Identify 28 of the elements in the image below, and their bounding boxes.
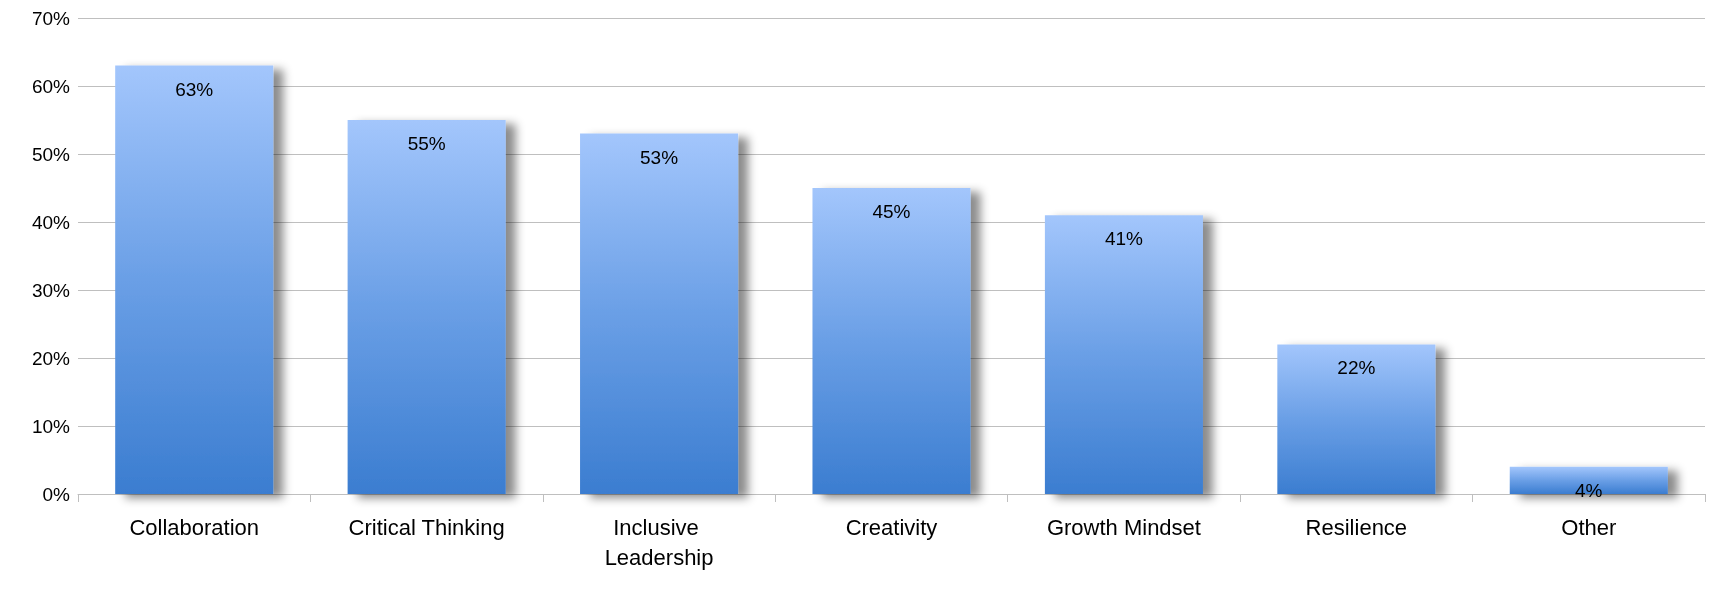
bar [1277,344,1436,494]
data-label: 4% [1575,479,1603,501]
bar [580,133,739,494]
bar [115,65,274,494]
data-label: 55% [407,133,446,154]
y-tick-label: 60% [31,75,71,97]
x-tick-label: Collaboration [129,514,260,540]
y-tick-label: 40% [31,211,71,233]
y-tick-label: 0% [42,483,71,505]
y-tick-label: 50% [31,143,71,165]
x-tick-label: Other [1561,514,1617,540]
y-tick-label: 70% [31,7,71,29]
x-tick-label: Critical Thinking [348,514,505,540]
data-label: 22% [1337,357,1376,379]
data-label: 45% [872,201,911,222]
bar [1044,215,1203,494]
data-label: 53% [640,146,679,168]
bar [347,120,506,494]
x-tick-label: Resilience [1305,514,1408,540]
x-tick-label: Growth Mindset [1046,514,1201,540]
x-tick-label: Inclusive Leadership [604,514,714,570]
y-tick-label: 10% [31,415,71,437]
bar [812,188,971,494]
data-label: 41% [1104,228,1144,250]
y-tick-label: 20% [31,347,71,369]
data-label: 63% [175,78,214,100]
x-tick-label: Creativity [845,514,938,540]
y-tick-label: 30% [31,279,71,301]
